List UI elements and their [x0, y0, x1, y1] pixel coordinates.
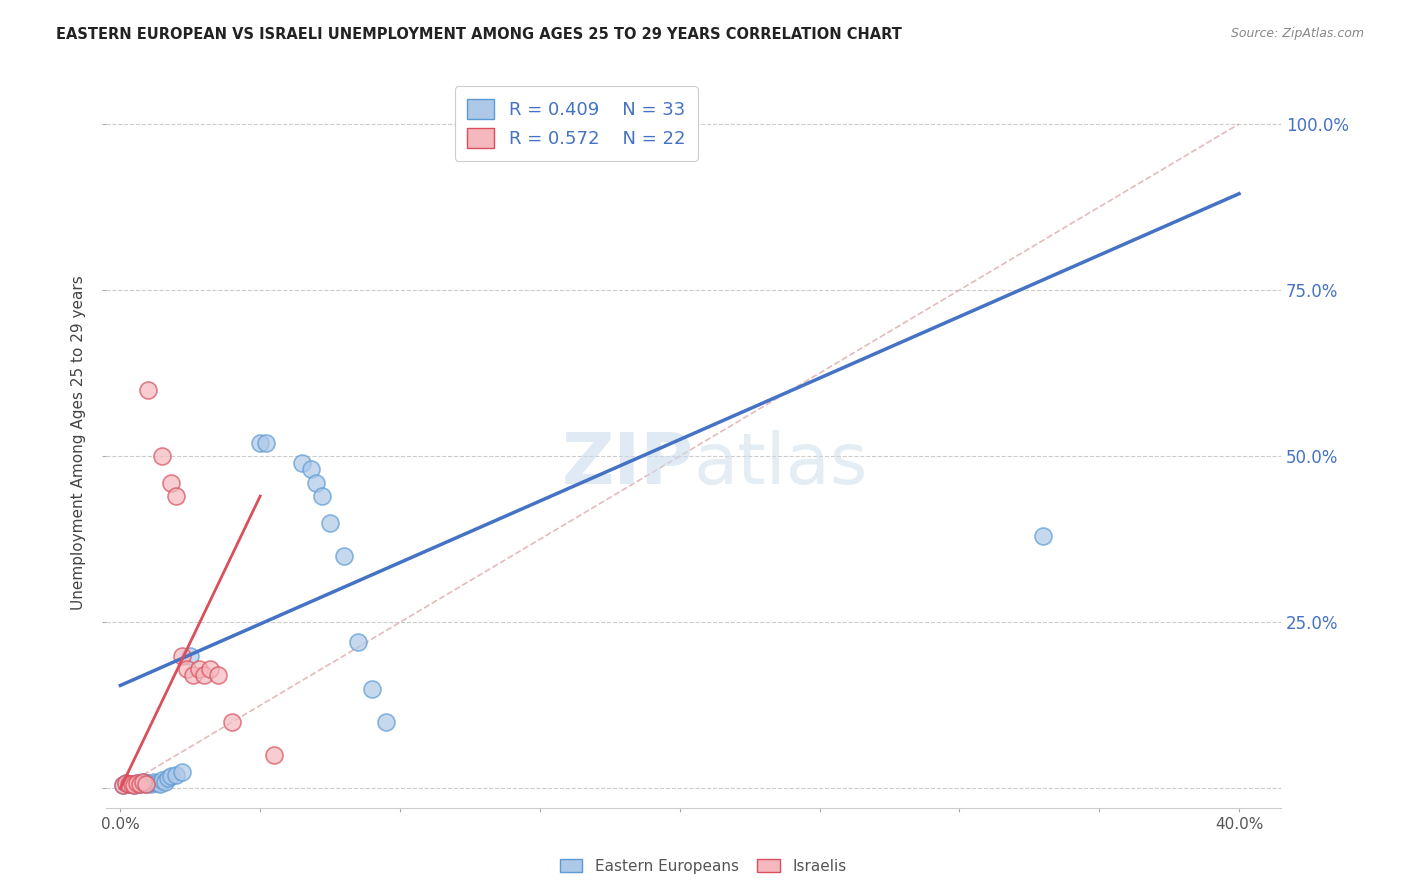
Point — [115, 776, 138, 790]
Point — [118, 777, 141, 791]
Point — [124, 778, 146, 792]
Point — [187, 662, 209, 676]
Legend: Eastern Europeans, Israelis: Eastern Europeans, Israelis — [554, 853, 852, 880]
Point — [129, 777, 152, 791]
Point — [127, 776, 149, 790]
Point — [148, 777, 170, 791]
Point — [142, 774, 165, 789]
Point — [221, 714, 243, 729]
Point — [263, 748, 285, 763]
Text: ZIP: ZIP — [561, 430, 693, 500]
Point — [135, 777, 157, 791]
Point — [129, 777, 152, 791]
Point — [150, 773, 173, 788]
Point — [249, 436, 271, 450]
Point — [121, 777, 143, 791]
Point — [207, 668, 229, 682]
Point — [112, 778, 135, 792]
Point — [179, 648, 201, 663]
Point — [299, 462, 322, 476]
Point — [124, 778, 146, 792]
Point — [170, 764, 193, 779]
Point — [176, 662, 198, 676]
Point — [181, 668, 204, 682]
Point — [193, 668, 215, 682]
Point — [136, 383, 159, 397]
Point — [375, 714, 398, 729]
Point — [139, 777, 162, 791]
Point — [291, 456, 314, 470]
Point — [159, 769, 181, 783]
Point — [112, 778, 135, 792]
Point — [145, 776, 167, 790]
Point — [333, 549, 356, 563]
Point — [165, 768, 187, 782]
Point — [156, 772, 179, 786]
Point — [361, 681, 384, 696]
Point — [135, 777, 157, 791]
Legend: R = 0.409    N = 33, R = 0.572    N = 22: R = 0.409 N = 33, R = 0.572 N = 22 — [454, 87, 697, 161]
Y-axis label: Unemployment Among Ages 25 to 29 years: Unemployment Among Ages 25 to 29 years — [72, 276, 86, 610]
Point — [311, 489, 333, 503]
Point — [115, 776, 138, 790]
Point — [305, 475, 328, 490]
Point — [118, 777, 141, 791]
Point — [254, 436, 277, 450]
Point — [121, 777, 143, 791]
Point — [347, 635, 370, 649]
Point — [165, 489, 187, 503]
Point — [150, 449, 173, 463]
Point — [136, 776, 159, 790]
Point — [198, 662, 221, 676]
Point — [159, 475, 181, 490]
Point — [1032, 529, 1054, 543]
Text: atlas: atlas — [693, 430, 868, 500]
Text: Source: ZipAtlas.com: Source: ZipAtlas.com — [1230, 27, 1364, 40]
Point — [319, 516, 342, 530]
Point — [170, 648, 193, 663]
Point — [153, 774, 176, 789]
Point — [132, 775, 155, 789]
Text: EASTERN EUROPEAN VS ISRAELI UNEMPLOYMENT AMONG AGES 25 TO 29 YEARS CORRELATION C: EASTERN EUROPEAN VS ISRAELI UNEMPLOYMENT… — [56, 27, 903, 42]
Point — [132, 775, 155, 789]
Point — [127, 776, 149, 790]
